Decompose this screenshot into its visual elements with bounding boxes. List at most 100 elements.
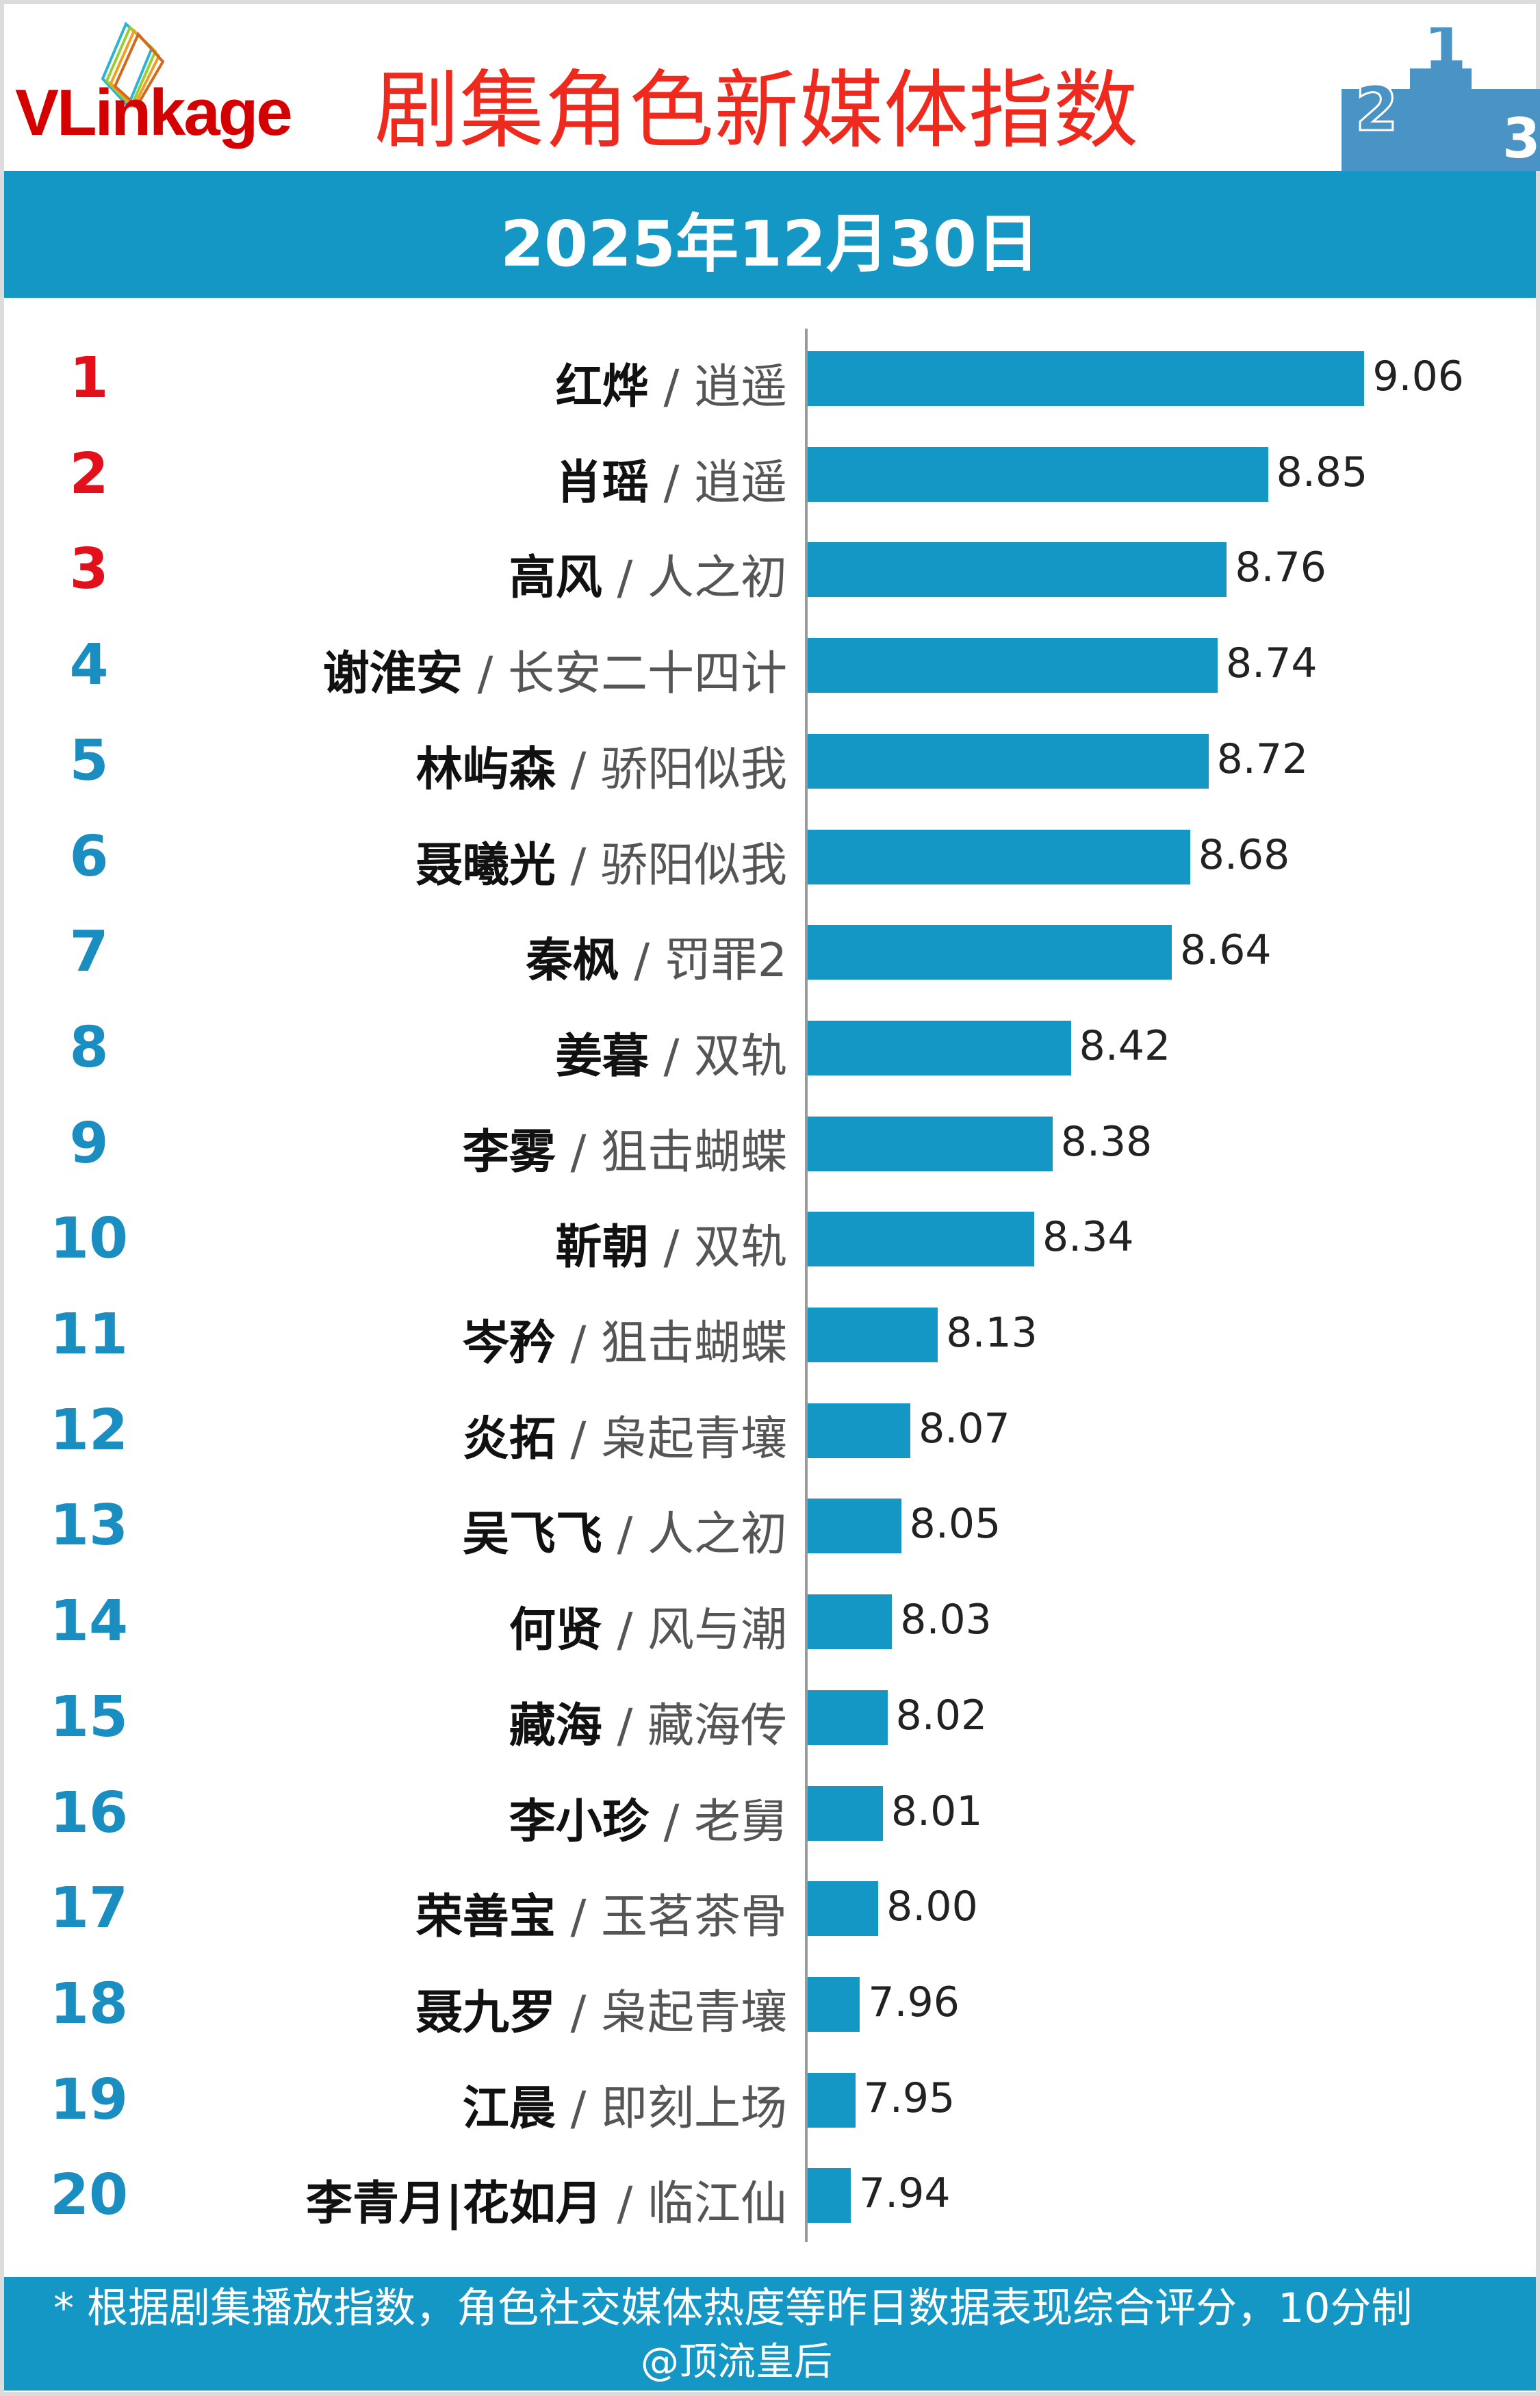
separator: / xyxy=(602,551,647,605)
bar-row: 11 岑矜 / 狙击蝴蝶 8.13 xyxy=(0,1294,1540,1376)
show-name: 枭起青壤 xyxy=(600,1412,787,1466)
footer-note: * 根据剧集播放指数，角色社交媒体热度等昨日数据表现综合评分，10分制 xyxy=(53,2284,1413,2332)
bar xyxy=(808,1403,911,1458)
rank-number: 14 xyxy=(49,1589,129,1655)
bar xyxy=(808,1976,860,2032)
slash: / xyxy=(570,838,587,893)
slash: / xyxy=(617,2177,633,2232)
slash: / xyxy=(663,455,680,510)
character-name: 高风 xyxy=(509,551,602,606)
rank-number: 5 xyxy=(69,728,109,793)
watermark: @顶流皇后 xyxy=(641,2340,832,2384)
separator: / xyxy=(619,934,665,988)
rank-number: 19 xyxy=(49,2067,129,2132)
slash: / xyxy=(663,1794,680,1849)
bar-label: 靳朝 / 双轨 xyxy=(556,1209,787,1277)
rank-number: 17 xyxy=(49,1876,129,1941)
bar-row: 2 肖瑶 / 逍遥 8.85 xyxy=(0,433,1540,515)
value-label: 8.02 xyxy=(895,1691,988,1739)
value-label: 8.00 xyxy=(886,1883,978,1931)
bar-label: 李雾 / 狙击蝴蝶 xyxy=(463,1114,787,1182)
bar-label: 江晨 / 即刻上场 xyxy=(463,2070,787,2138)
page-title: 剧集角色新媒体指数 xyxy=(374,62,1138,160)
rank-number: 10 xyxy=(49,1206,129,1272)
bar xyxy=(808,1020,1071,1075)
bar-label: 李小珍 / 老舅 xyxy=(509,1783,787,1851)
show-name: 藏海传 xyxy=(647,1698,787,1753)
bar-label: 聂九罗 / 枭起青壤 xyxy=(416,1974,787,2042)
date-label: 2025年12月30日 xyxy=(500,207,1040,281)
bar xyxy=(808,351,1365,406)
slash: / xyxy=(477,647,493,702)
separator: / xyxy=(649,1221,694,1275)
show-name: 逍遥 xyxy=(693,455,787,510)
separator: / xyxy=(649,1795,694,1849)
slash: / xyxy=(617,1507,633,1562)
svg-text:2: 2 xyxy=(1355,73,1398,145)
rank-number: 16 xyxy=(49,1780,129,1846)
value-label: 8.05 xyxy=(909,1500,1001,1549)
value-label: 7.96 xyxy=(868,1978,960,2026)
rank-number: 6 xyxy=(69,824,109,889)
footer-band: * 根据剧集播放指数，角色社交媒体热度等昨日数据表现综合评分，10分制 @顶流皇… xyxy=(4,2277,1536,2391)
slash: / xyxy=(570,1412,587,1466)
value-label: 8.72 xyxy=(1216,735,1309,783)
bar-row: 14 何贤 / 风与潮 8.03 xyxy=(0,1581,1540,1663)
show-name: 即刻上场 xyxy=(600,2081,787,2136)
svg-text:3: 3 xyxy=(1502,107,1540,170)
value-label: 8.68 xyxy=(1198,830,1290,879)
value-label: 8.64 xyxy=(1179,926,1272,975)
slash: / xyxy=(570,1125,587,1180)
character-name: 炎拓 xyxy=(462,1412,556,1466)
bar xyxy=(808,1308,938,1362)
character-name: 林屿森 xyxy=(415,742,556,797)
rank-number: 4 xyxy=(69,633,109,698)
separator: / xyxy=(602,1507,647,1562)
value-label: 8.01 xyxy=(890,1787,983,1835)
bar xyxy=(808,733,1209,789)
bar-label: 秦枫 / 罚罪2 xyxy=(526,922,787,990)
rank-number: 18 xyxy=(49,1971,129,2037)
bar xyxy=(808,542,1227,598)
separator: / xyxy=(649,1030,694,1084)
bar-label: 高风 / 人之初 xyxy=(509,539,787,607)
bar-row: 20 李青月|花如月 / 临江仙 7.94 xyxy=(0,2154,1540,2236)
logo-mark-icon xyxy=(101,21,165,109)
date-band: 2025年12月30日 xyxy=(4,171,1536,298)
separator: / xyxy=(602,2177,647,2231)
slash: / xyxy=(617,1603,633,1658)
value-label: 8.38 xyxy=(1060,1117,1153,1166)
character-name: 江晨 xyxy=(462,2081,556,2136)
character-name: 秦枫 xyxy=(526,934,619,989)
bar-label: 红烨 / 逍遥 xyxy=(556,348,787,416)
separator: / xyxy=(556,1986,601,2040)
bar xyxy=(808,829,1190,884)
slash: / xyxy=(663,1029,680,1084)
character-name: 靳朝 xyxy=(555,1221,649,1275)
character-name: 荣善宝 xyxy=(415,1890,556,1945)
slash: / xyxy=(663,1221,680,1275)
bar-row: 16 李小珍 / 老舅 8.01 xyxy=(0,1772,1540,1855)
character-name: 李小珍 xyxy=(509,1794,649,1849)
separator: / xyxy=(556,1125,601,1180)
rank-number: 12 xyxy=(49,1397,129,1463)
character-name: 红烨 xyxy=(555,360,649,414)
bar-label: 肖瑶 / 逍遥 xyxy=(556,444,787,512)
bar xyxy=(808,925,1172,980)
slash: / xyxy=(570,1890,587,1945)
bar-label: 李青月|花如月 / 临江仙 xyxy=(306,2165,787,2233)
character-name: 藏海 xyxy=(509,1698,602,1753)
separator: / xyxy=(463,647,508,701)
separator: / xyxy=(602,1603,647,1657)
rank-number: 7 xyxy=(69,919,109,985)
bar-label: 谢淮安 / 长安二十四计 xyxy=(323,635,787,703)
bar-row: 7 秦枫 / 罚罪2 8.64 xyxy=(0,911,1540,993)
separator: / xyxy=(556,743,601,797)
show-name: 枭起青壤 xyxy=(600,1985,787,2040)
slash: / xyxy=(570,742,587,797)
rank-number: 20 xyxy=(49,2163,129,2228)
bar-row: 8 姜暮 / 双轨 8.42 xyxy=(0,1007,1540,1089)
show-name: 人之初 xyxy=(647,1507,787,1562)
character-name: 谢淮安 xyxy=(322,647,463,702)
